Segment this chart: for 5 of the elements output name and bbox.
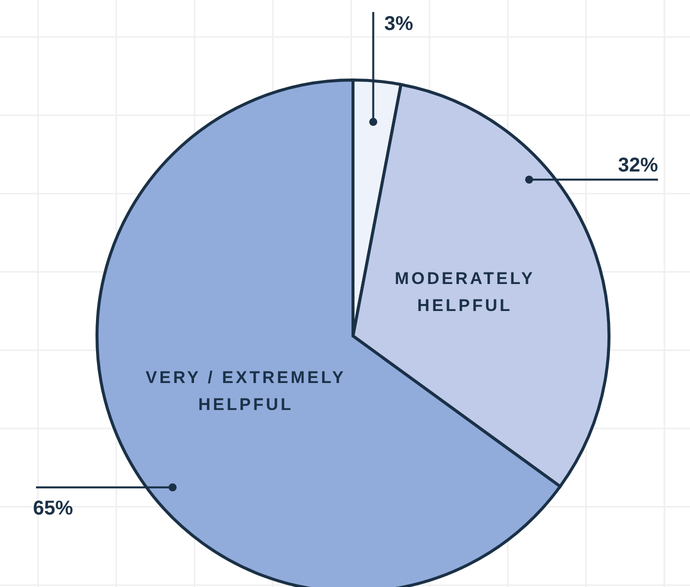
data-label: 65% [33,497,74,520]
slice-label: MODERATELY HELPFUL [394,269,535,316]
data-label: 3% [384,13,414,35]
data-label: 32% [618,154,658,177]
slice-label: VERY / EXTREMELY HELPFUL [146,368,346,414]
